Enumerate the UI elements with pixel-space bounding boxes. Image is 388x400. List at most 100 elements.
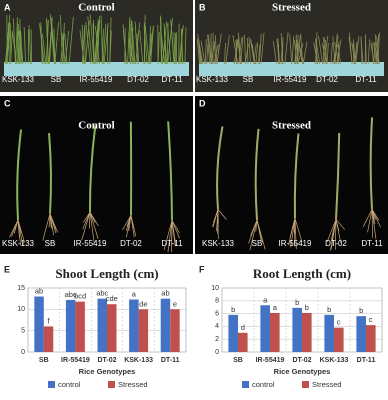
plant-root — [167, 220, 173, 253]
panel-letter: E — [4, 264, 10, 274]
bar — [97, 298, 107, 352]
plant-root — [171, 220, 180, 239]
tray — [199, 62, 384, 76]
seedling — [207, 34, 210, 65]
seedling — [200, 40, 206, 65]
seedling — [244, 34, 246, 65]
seedling — [337, 44, 341, 65]
seedling — [280, 40, 284, 65]
panel-letter: F — [199, 264, 205, 274]
y-tick-label: 5 — [21, 328, 25, 335]
seedling — [48, 31, 52, 65]
seedling — [367, 39, 371, 65]
seedling — [81, 24, 86, 65]
y-tick-label: 2 — [215, 336, 219, 343]
seedling — [321, 43, 327, 65]
photo-label: DT-11 — [355, 75, 377, 84]
seedling — [16, 17, 19, 65]
bar — [107, 304, 117, 352]
significance-letter: ab — [161, 289, 169, 298]
seedling — [365, 34, 367, 65]
seedling — [128, 33, 131, 65]
plant-root — [326, 219, 337, 243]
plant-root — [11, 219, 19, 237]
legend-swatch — [108, 381, 115, 388]
seedling — [160, 15, 163, 65]
chart-title: Shoot Length (cm) — [55, 266, 158, 281]
bar — [302, 312, 312, 352]
seedling — [157, 31, 160, 65]
x-tick-label: IR-55419 — [61, 357, 90, 364]
x-axis-label: Rice Genotypes — [274, 367, 331, 376]
seedling — [131, 20, 136, 65]
seedling — [84, 20, 90, 65]
panel-letter: A — [4, 2, 11, 12]
seedling — [216, 44, 220, 65]
seedling — [334, 42, 340, 65]
x-tick-label: DT-11 — [357, 357, 376, 364]
bar — [129, 299, 139, 352]
seedling — [102, 23, 107, 65]
seedling — [123, 31, 127, 65]
legend-swatch — [48, 381, 55, 388]
photo-title: Stressed — [272, 2, 311, 14]
plant-shoot — [216, 126, 224, 210]
y-tick-label: 4 — [215, 323, 219, 330]
seedling — [10, 30, 13, 65]
photo-panel: D Stressed KSK-133 SB IR-55419 DT-02 DT-11 — [195, 96, 388, 254]
x-tick-label: SB — [39, 357, 49, 364]
seedling — [258, 33, 262, 65]
seedling — [139, 29, 144, 65]
y-tick-label: 15 — [17, 285, 25, 292]
bar — [238, 332, 248, 352]
plant-root — [82, 211, 91, 223]
x-axis-label: Rice Genotypes — [79, 367, 136, 376]
seedling — [297, 43, 304, 65]
seedling — [20, 30, 24, 65]
significance-letter: a — [273, 303, 278, 312]
seedling — [238, 39, 241, 65]
significance-letter: b — [295, 298, 299, 307]
photo-label: KSK-133 — [2, 239, 35, 248]
y-tick-label: 10 — [17, 306, 25, 313]
photo-label: DT-11 — [161, 75, 183, 84]
seedling — [199, 43, 202, 65]
significance-letter: bcd — [74, 292, 86, 301]
photo-label: DT-11 — [361, 239, 383, 248]
x-tick-label: KSK-133 — [320, 357, 349, 364]
legend-label: Stressed — [118, 380, 148, 389]
plant-root — [334, 219, 337, 250]
seedling — [296, 35, 301, 65]
seedling — [30, 29, 32, 65]
plant-root — [294, 218, 297, 249]
seedling — [184, 27, 187, 65]
plant-root — [256, 219, 266, 250]
x-tick-label: IR-55419 — [256, 357, 285, 364]
bar — [43, 326, 54, 352]
plant-root — [89, 212, 95, 243]
plant-root — [81, 212, 91, 241]
seedling — [68, 16, 74, 65]
seedling — [85, 21, 91, 65]
seedling — [103, 23, 109, 65]
seedling — [294, 44, 297, 65]
tray — [4, 62, 189, 76]
plant-root — [362, 209, 373, 227]
photo-panel: A Control KSK-133 SB IR-55419 DT-02 DT-11 — [0, 0, 193, 92]
plant-root — [249, 220, 258, 251]
plant-shoot — [48, 133, 52, 214]
photo-label: SB — [252, 239, 263, 248]
seedling — [59, 14, 64, 65]
seedling — [64, 31, 70, 65]
photo-label: DT-02 — [316, 75, 338, 84]
seedling — [159, 17, 162, 65]
plant-root — [371, 209, 374, 238]
plant-root — [49, 213, 57, 233]
plant-shoot — [293, 133, 300, 219]
photo-title: Control — [78, 120, 114, 132]
plant-shoot — [16, 129, 23, 220]
legend-label: Stressed — [312, 380, 342, 389]
significance-letter: cde — [106, 294, 118, 303]
seedling — [204, 39, 207, 65]
